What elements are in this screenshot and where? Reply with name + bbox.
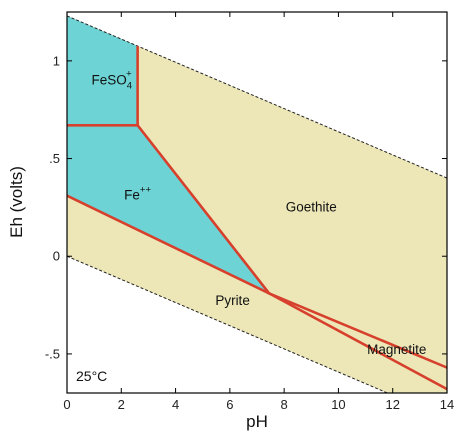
region-label-magnetite: Magnetite (367, 342, 426, 357)
plot-frame (66, 11, 448, 394)
boundary-fe-pp-pyrite (67, 194, 271, 295)
x-axis-title: pH (246, 412, 268, 431)
x-tick-label: 4 (172, 397, 179, 412)
region-label-pyrite: Pyrite (215, 293, 250, 308)
x-tick-label: 8 (281, 397, 288, 412)
y-tick-label: -.5 (45, 346, 60, 361)
region-labels: FeSO4+ Fe++ Goethite Pyrite Magnetite (92, 68, 427, 357)
boundary-goethite-magnetite (267, 292, 447, 369)
phase-boundaries (67, 45, 447, 391)
boundary-pyrite-magnetite (267, 292, 447, 391)
x-axis-tick-labels: 0 2 4 6 8 10 12 14 (63, 397, 454, 412)
y-tick-label: 1 (53, 53, 60, 68)
x-tick-label: 0 (63, 397, 70, 412)
y-axis-tick-labels: -.5 0 .5 1 (45, 53, 60, 361)
y-tick-label: 0 (53, 249, 60, 264)
x-tick-label: 12 (385, 397, 399, 412)
x-tick-label: 2 (118, 397, 125, 412)
boundary-fe-pp-goethite (136, 124, 271, 295)
y-axis-ticks (67, 60, 447, 355)
y-axis-title: Eh (volts) (7, 166, 26, 238)
x-tick-label: 10 (331, 397, 345, 412)
water-stability-field (67, 15, 447, 393)
plot-area (67, 15, 447, 393)
x-tick-label: 14 (440, 397, 454, 412)
y-tick-label: .5 (49, 151, 60, 166)
aqueous-species-field (67, 15, 270, 294)
region-label-goethite: Goethite (286, 199, 337, 214)
water-stability-lines (67, 15, 447, 393)
region-label-fe: Fe++ (124, 185, 151, 203)
region-label-feso: FeSO4+ (92, 68, 133, 91)
x-tick-label: 6 (226, 397, 233, 412)
water-upper-limit-line (67, 15, 447, 179)
water-lower-limit-line (67, 255, 389, 393)
temperature-label: 25°C (76, 368, 107, 384)
x-axis-ticks (66, 12, 448, 393)
